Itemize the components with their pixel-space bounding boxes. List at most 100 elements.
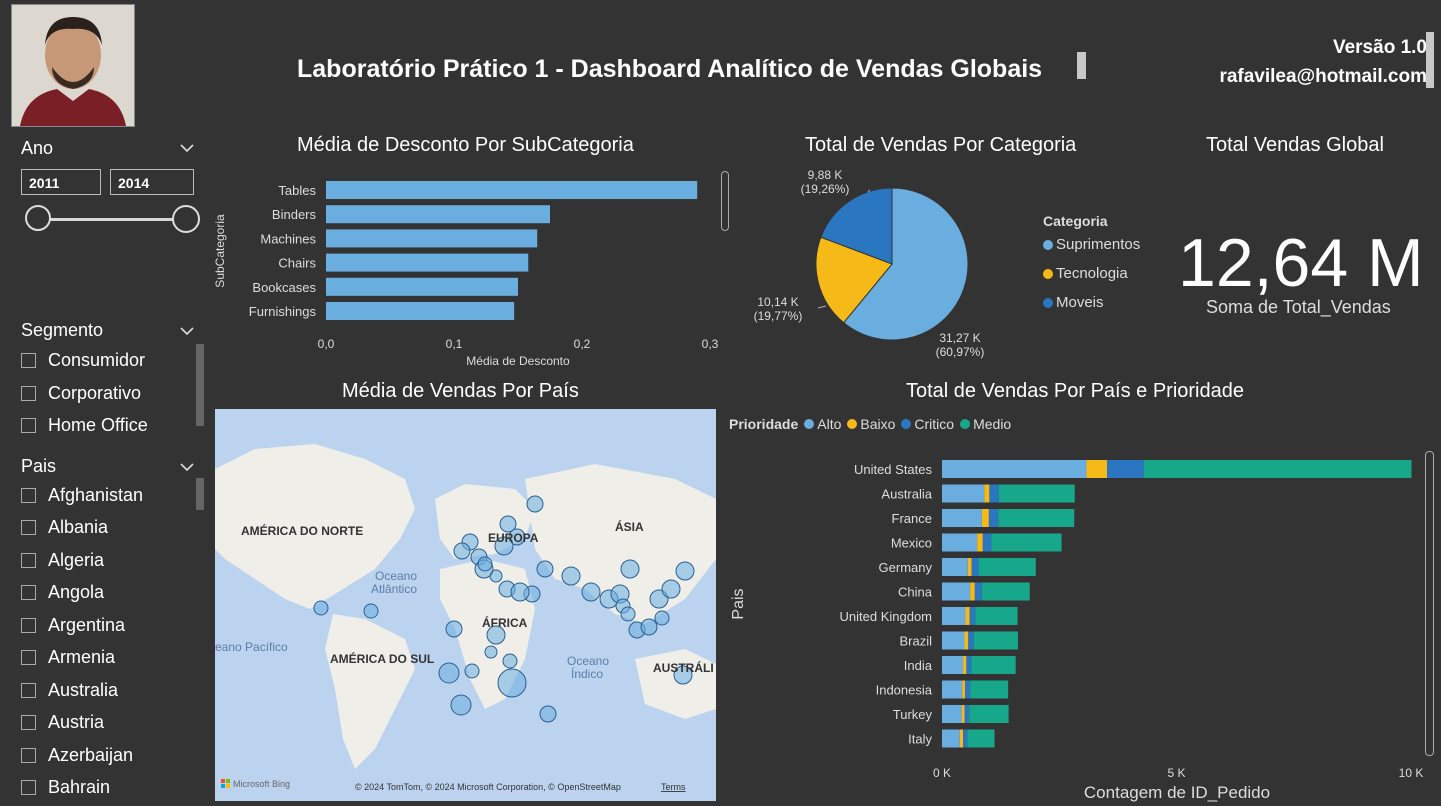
discount-bar[interactable] xyxy=(326,277,518,296)
priority-bar-alto[interactable] xyxy=(942,631,965,650)
priority-bar-baixo[interactable] xyxy=(962,680,965,699)
priority-bar-baixo[interactable] xyxy=(963,656,967,674)
map-bubble[interactable] xyxy=(497,668,527,698)
checkbox[interactable] xyxy=(21,487,36,503)
priority-bar-medio[interactable] xyxy=(975,607,1018,625)
map-bubble[interactable] xyxy=(526,495,544,513)
priority-bar-medio[interactable] xyxy=(978,558,1036,576)
segment-chevron-down-icon[interactable] xyxy=(180,323,194,339)
priority-bar-critico[interactable] xyxy=(963,729,968,748)
map-bubble[interactable] xyxy=(313,600,329,616)
map-bubble[interactable] xyxy=(453,542,471,560)
year-chevron-down-icon[interactable] xyxy=(180,140,194,156)
map-copyright[interactable]: © 2024 TomTom, © 2024 Microsoft Corporat… xyxy=(355,782,621,792)
priority-bar-baixo[interactable] xyxy=(981,509,989,527)
checkbox[interactable] xyxy=(21,715,36,730)
map-bubble[interactable] xyxy=(640,618,658,636)
map-bubble[interactable] xyxy=(510,582,530,602)
map-bubble[interactable] xyxy=(445,620,463,638)
priority-bar-alto[interactable] xyxy=(942,509,982,527)
priority-bar-critico[interactable] xyxy=(966,656,972,674)
checkbox[interactable] xyxy=(21,552,36,568)
world-map[interactable]: AMÉRICA DO NORTE AMÉRICA DO SUL EUROPA Á… xyxy=(215,409,716,801)
country-item-azerbaijan[interactable]: Azerbaijan xyxy=(21,740,133,770)
map-bubble[interactable] xyxy=(450,694,472,716)
checkbox[interactable] xyxy=(21,352,36,368)
pie-slice-suprimentos[interactable] xyxy=(842,187,969,341)
checkbox[interactable] xyxy=(21,650,36,665)
country-item-angola[interactable]: Angola xyxy=(21,578,104,608)
map-bubble[interactable] xyxy=(581,582,601,602)
map-bubble[interactable] xyxy=(561,566,581,586)
segment-scrollbar[interactable] xyxy=(196,344,204,426)
map-bubble[interactable] xyxy=(464,663,480,679)
map-canvas[interactable]: AMÉRICA DO NORTE AMÉRICA DO SUL EUROPA Á… xyxy=(215,409,716,801)
discount-bar[interactable] xyxy=(326,253,529,272)
priority-bar-alto[interactable] xyxy=(942,656,964,674)
priority-bar-medio[interactable] xyxy=(991,533,1062,552)
priority-bar-medio[interactable] xyxy=(981,582,1030,601)
priority-bar-baixo[interactable] xyxy=(1086,460,1108,478)
checkbox[interactable] xyxy=(21,617,36,633)
priority-bar-baixo[interactable] xyxy=(964,631,969,650)
priority-bar-critico[interactable] xyxy=(968,631,974,650)
map-bubble[interactable] xyxy=(502,653,518,669)
priority-bar-medio[interactable] xyxy=(971,656,1016,674)
segment-item-corporativo[interactable]: Corporativo xyxy=(21,378,141,408)
priority-bar-critico[interactable] xyxy=(964,680,971,699)
country-chevron-down-icon[interactable] xyxy=(180,459,194,475)
map-bubble[interactable] xyxy=(620,606,636,622)
priority-bar-alto[interactable] xyxy=(942,729,960,748)
priority-bar-critico[interactable] xyxy=(971,558,979,576)
priority-bar-baixo[interactable] xyxy=(970,582,975,601)
priority-bar-medio[interactable] xyxy=(998,509,1075,527)
year-slider-end-handle[interactable] xyxy=(172,205,200,233)
priority-bar-alto[interactable] xyxy=(942,680,963,699)
discount-bar[interactable] xyxy=(326,205,550,224)
segment-item-consumidor[interactable]: Consumidor xyxy=(21,345,145,375)
discount-bar[interactable] xyxy=(326,302,515,320)
checkbox[interactable] xyxy=(21,417,36,433)
priority-bar-baixo[interactable] xyxy=(961,705,965,723)
checkbox[interactable] xyxy=(21,780,36,795)
priority-bar-medio[interactable] xyxy=(970,680,1009,699)
map-bubble[interactable] xyxy=(675,561,695,581)
map-bubble[interactable] xyxy=(486,625,506,645)
country-item-bahrain[interactable]: Bahrain xyxy=(21,773,110,803)
priority-bar-alto[interactable] xyxy=(942,533,978,552)
checkbox[interactable] xyxy=(21,747,36,763)
pie-slice-moveis[interactable] xyxy=(820,187,893,265)
discount-chart-scrollbar[interactable] xyxy=(721,171,729,231)
discount-bar[interactable] xyxy=(326,181,698,199)
country-item-albania[interactable]: Albania xyxy=(21,513,108,543)
priority-bar-baixo[interactable] xyxy=(959,729,964,748)
priority-bar-alto[interactable] xyxy=(942,460,1087,478)
priority-bar-baixo[interactable] xyxy=(965,607,970,625)
map-bubble[interactable] xyxy=(539,705,557,723)
priority-bar-critico[interactable] xyxy=(969,607,976,625)
priority-bar-critico[interactable] xyxy=(989,484,999,503)
priority-bar-baixo[interactable] xyxy=(967,558,972,576)
year-to-input[interactable]: 2014 xyxy=(110,169,194,195)
priority-bar-critico[interactable] xyxy=(982,533,992,552)
priority-bar-critico[interactable] xyxy=(964,705,970,723)
map-bubble[interactable] xyxy=(508,528,526,546)
segment-item-home-office[interactable]: Home Office xyxy=(21,410,148,440)
priority-bar-alto[interactable] xyxy=(942,582,971,601)
priority-bar-medio[interactable] xyxy=(969,705,1009,723)
country-item-argentina[interactable]: Argentina xyxy=(21,610,125,640)
discount-bar[interactable] xyxy=(326,229,538,248)
priority-bar-baixo[interactable] xyxy=(984,484,990,503)
map-bubble[interactable] xyxy=(499,515,517,533)
map-bubble[interactable] xyxy=(654,610,670,626)
country-scrollbar[interactable] xyxy=(196,478,204,510)
priority-bar-baixo[interactable] xyxy=(977,533,983,552)
year-slider-start-handle[interactable] xyxy=(25,205,51,231)
priority-bar-medio[interactable] xyxy=(1143,460,1412,478)
map-bubble[interactable] xyxy=(477,556,493,572)
map-bubble[interactable] xyxy=(484,645,498,659)
country-item-armenia[interactable]: Armenia xyxy=(21,643,115,673)
map-bubble[interactable] xyxy=(673,665,693,685)
priority-bar-critico[interactable] xyxy=(974,582,982,601)
priority-bar-critico[interactable] xyxy=(988,509,999,527)
